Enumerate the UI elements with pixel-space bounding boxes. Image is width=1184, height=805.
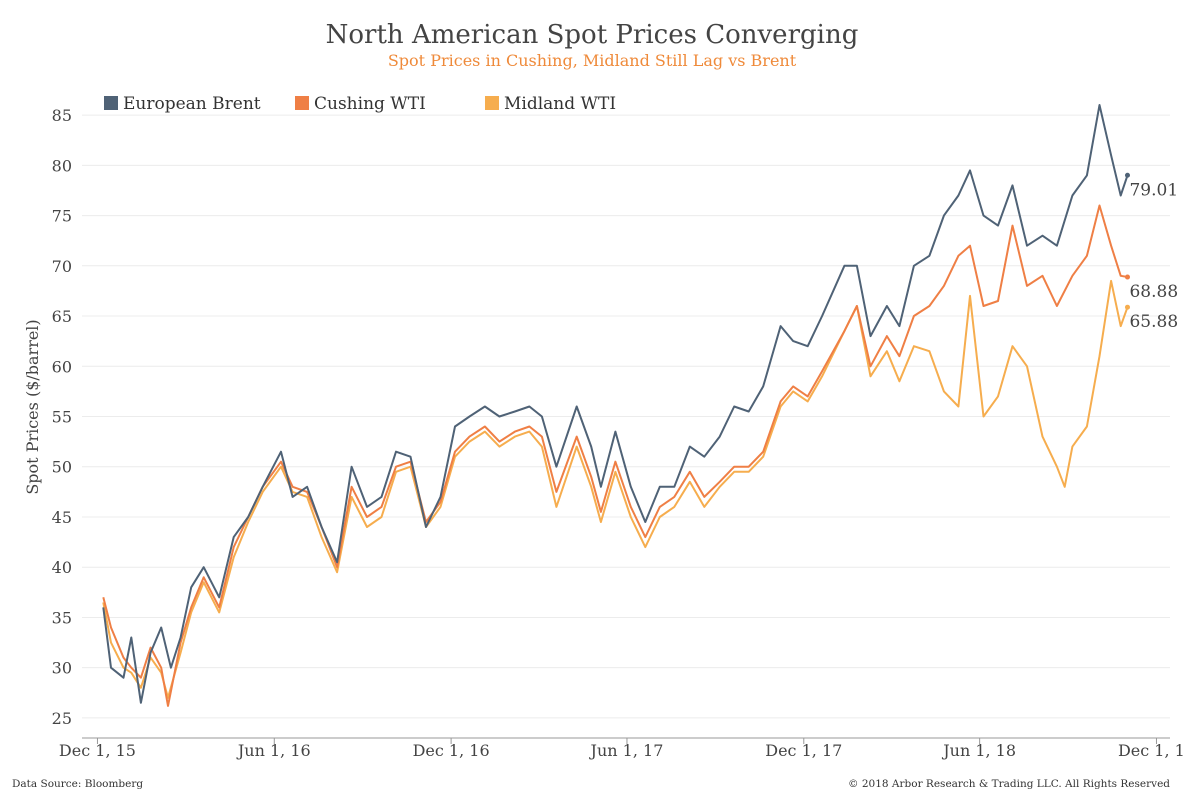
y-tick-label: 45 bbox=[52, 508, 72, 527]
y-tick-label: 60 bbox=[52, 357, 72, 376]
y-tick-label: 85 bbox=[52, 106, 72, 125]
data-source: Data Source: Bloomberg bbox=[12, 778, 143, 790]
legend-swatch bbox=[485, 96, 499, 110]
series-line bbox=[102, 104, 1129, 704]
y-tick-label: 55 bbox=[52, 408, 72, 427]
y-tick-label: 70 bbox=[52, 257, 72, 276]
x-axis: Dec 1, 15 Jun 1, 16 Dec 1, 16 Jun 1, 17 Dec … bbox=[59, 737, 1184, 760]
legend-label: Cushing WTI bbox=[314, 94, 426, 114]
series-lines bbox=[102, 104, 1130, 707]
series-end-point bbox=[1124, 304, 1130, 310]
y-tick-label: 75 bbox=[52, 207, 72, 226]
y-tick-label: 80 bbox=[52, 156, 72, 175]
chart-subtitle: Spot Prices in Cushing, Midland Still La… bbox=[388, 51, 797, 70]
y-axis-title: Spot Prices ($/barrel) bbox=[23, 319, 42, 494]
copyright: © 2018 Arbor Research & Trading LLC. All… bbox=[848, 778, 1170, 790]
legend-swatch bbox=[104, 96, 118, 110]
y-tick-label: 30 bbox=[52, 659, 72, 678]
x-tick-label: Dec 1, 17 bbox=[765, 741, 842, 760]
y-tick-label: 35 bbox=[52, 608, 72, 627]
legend-label: Midland WTI bbox=[504, 94, 616, 114]
y-tick-label: 25 bbox=[52, 709, 72, 728]
end-labels: 79.01 68.88 65.88 bbox=[1129, 180, 1178, 332]
series-line bbox=[102, 279, 1129, 699]
chart-title: North American Spot Prices Converging bbox=[326, 20, 859, 50]
y-tick-label: 40 bbox=[52, 558, 72, 577]
y-tick-label: 50 bbox=[52, 458, 72, 477]
legend: European Brent Cushing WTI Midland WTI bbox=[104, 94, 616, 114]
series-end-label: 79.01 bbox=[1129, 180, 1178, 200]
series-end-label: 68.88 bbox=[1129, 282, 1178, 302]
x-tick-label: Dec 1, 18 bbox=[1118, 741, 1184, 760]
x-tick-label: Jun 1, 16 bbox=[236, 741, 311, 760]
legend-label: European Brent bbox=[123, 94, 261, 114]
series-line bbox=[102, 204, 1128, 707]
series-end-point bbox=[1124, 274, 1130, 280]
x-tick-label: Dec 1, 16 bbox=[413, 741, 490, 760]
grid-lines bbox=[82, 114, 1170, 719]
series-end-point bbox=[1124, 172, 1130, 178]
y-tick-label: 65 bbox=[52, 307, 72, 326]
y-axis: 25 30 35 40 45 50 55 60 65 70 75 80 85 bbox=[52, 106, 72, 728]
legend-swatch bbox=[295, 96, 309, 110]
series-end-label: 65.88 bbox=[1129, 312, 1178, 332]
x-tick-label: Dec 1, 15 bbox=[59, 741, 136, 760]
x-tick-label: Jun 1, 17 bbox=[589, 741, 664, 760]
x-tick-label: Jun 1, 18 bbox=[941, 741, 1016, 760]
